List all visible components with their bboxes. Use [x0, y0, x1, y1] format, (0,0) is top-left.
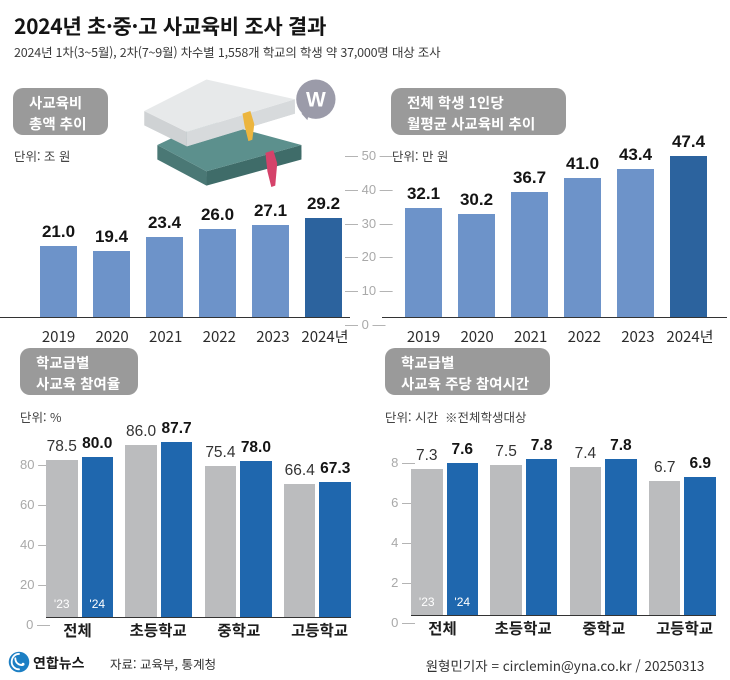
svg-text:W: W: [306, 88, 326, 111]
